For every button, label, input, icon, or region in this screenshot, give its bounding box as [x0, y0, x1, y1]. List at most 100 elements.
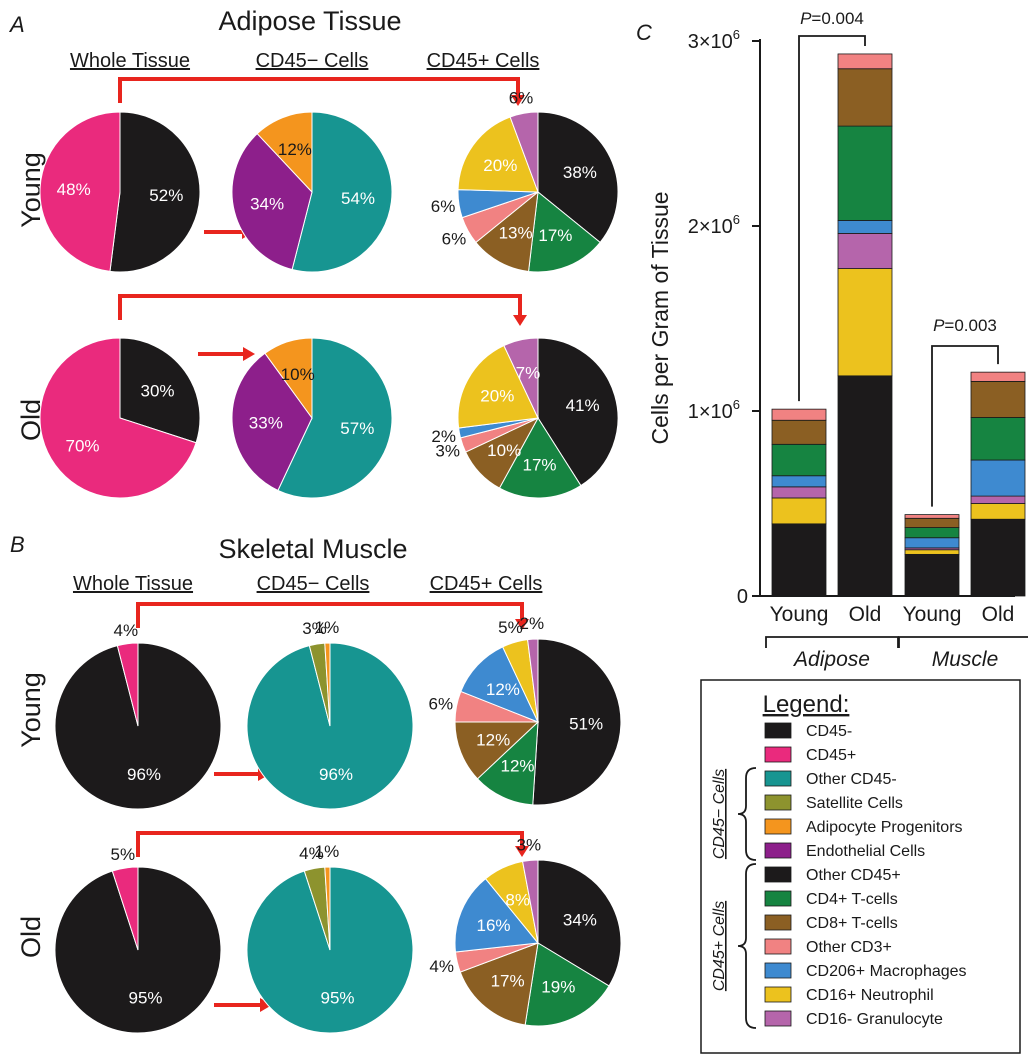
- bar-1-other-cd45: [837, 375, 893, 597]
- panel-b-title: Skeletal Muscle: [218, 534, 407, 564]
- y-axis-title: Cells per Gram of Tissue: [647, 191, 673, 444]
- pie-slice-cd16-granulocyte: [509, 111, 539, 193]
- pie-label-adipocyte-progenitors: 1%: [315, 842, 340, 861]
- pie-slice-cd8-t-cells: [459, 942, 539, 1026]
- pie-label-cd206-macrophages: 12%: [486, 680, 520, 699]
- pie-label-cd4-t-cells: 17%: [538, 226, 572, 245]
- bar-0-cd16-neutrophil: [771, 497, 827, 525]
- pie-slice-cd45: [119, 337, 201, 444]
- bar-category-label-1: Old: [849, 603, 882, 626]
- pie-label-other-cd45: 41%: [566, 396, 600, 415]
- legend-title: Legend:: [763, 691, 850, 718]
- pie-label-other-cd45: 57%: [340, 419, 374, 438]
- legend-swatch-cd45: [764, 722, 792, 739]
- pie-b-old-cd45-cells: 95% 4%1%: [246, 842, 414, 1034]
- pie-label-cd16-granulocyte: 6%: [509, 89, 534, 108]
- pie-label-satellite-cells: 4%: [299, 844, 324, 863]
- arrow-b-young-to-cd45pos: [136, 602, 524, 628]
- panel-a-col-cd45pos: CD45+ Cells: [427, 50, 540, 72]
- pie-label-endothelial-cells: 33%: [249, 413, 283, 432]
- pie-label-adipocyte-progenitors: 12%: [278, 140, 312, 159]
- legend-swatch-cd8-t-cells: [764, 914, 792, 931]
- legend-group-label-0: CD45− Cells: [711, 769, 728, 859]
- bar-0-cd206-macrophages: [771, 475, 827, 488]
- arrow-b-old-to-cd45pos-head: [515, 846, 529, 857]
- bar-3-cd4-t-cells: [970, 417, 1026, 461]
- pie-a-old-cd45-cells: 57% 33% 10%: [231, 337, 393, 499]
- bar-3-cd16-neutrophil: [970, 503, 1026, 520]
- arrow-a-old-to-cd45pos-head: [513, 315, 527, 326]
- pie-label-other-cd45: 51%: [569, 715, 603, 734]
- panel-b-row-old: Old: [16, 916, 46, 958]
- comparison-bracket-1: [931, 345, 999, 507]
- pie-slice-other-cd45: [537, 111, 619, 244]
- pie-label-cd8-t-cells: 10%: [487, 441, 521, 460]
- panel-a-title: Adipose Tissue: [218, 6, 401, 36]
- legend-swatch-adipocyte-progenitors: [764, 818, 792, 835]
- legend-label-other-cd45: Other CD45+: [806, 867, 901, 884]
- panel-b-row-young: Young: [16, 672, 46, 748]
- arrow-b-young-to-cd45pos-head: [515, 619, 529, 630]
- pie-slice-cd16-neutrophil: [457, 344, 539, 429]
- pie-a-young-whole-tissue: 52% 48%: [39, 111, 201, 273]
- legend-swatch-cd16-granulocyte: [764, 1010, 792, 1027]
- pie-label-other-cd45: 54%: [341, 189, 375, 208]
- pie-b-old-whole-tissue: 95% 5%: [54, 845, 222, 1034]
- legend-label-cd16-neutrophil: CD16+ Neutrophil: [806, 987, 934, 1004]
- bar-0-cd16-granulocyte: [771, 486, 827, 499]
- bar-category-label-2: Young: [903, 603, 962, 626]
- panel-b-letter: B: [10, 532, 25, 557]
- arrow-a-old-to-cd45pos: [118, 294, 522, 320]
- pie-label-cd45: 70%: [65, 436, 99, 455]
- pie-b-young-cd45-cells: 96% 3%1%: [246, 618, 414, 810]
- bar-0-other-cd3: [771, 408, 827, 421]
- pie-label-adipocyte-progenitors: 10%: [281, 365, 315, 384]
- pie-slice-cd45: [39, 337, 197, 499]
- pie-label-other-cd3: 3%: [435, 442, 460, 461]
- pie-label-cd45: 48%: [57, 180, 91, 199]
- connector-arrows: [118, 77, 529, 1012]
- bar-2-other-cd45: [904, 553, 960, 597]
- legend-swatch-other-cd3: [764, 938, 792, 955]
- legend-label-cd16-granulocyte: CD16- Granulocyte: [806, 1011, 943, 1028]
- legend-swatch-other-cd45: [764, 866, 792, 883]
- pie-label-cd45: 52%: [149, 186, 183, 205]
- comparison-pvalue-0: P=0.004: [800, 9, 864, 28]
- pie-label-cd45: 30%: [140, 382, 174, 401]
- pie-slice-other-cd45: [291, 111, 393, 273]
- pie-slice-adipocyte-progenitors: [324, 866, 331, 951]
- bar-2-cd16-neutrophil: [904, 549, 960, 555]
- pie-label-cd16-neutrophil: 5%: [498, 618, 523, 637]
- group-label-muscle: Muscle: [932, 648, 999, 671]
- legend: Legend: CD45- CD45+ Other CD45- Satellite Ce…: [700, 679, 1021, 1054]
- pie-slice-other-cd45: [537, 859, 622, 987]
- arrow-b-old-to-cd45pos: [136, 831, 524, 857]
- pie-label-cd45: 95%: [128, 989, 162, 1008]
- panel-c-letter: C: [636, 20, 652, 45]
- pie-label-endothelial-cells: 34%: [250, 195, 284, 214]
- legend-box: [700, 679, 1021, 1054]
- pie-label-other-cd3: 4%: [429, 957, 454, 976]
- bar-3-other-cd3: [970, 371, 1026, 382]
- bar-0-other-cd45: [771, 523, 827, 597]
- y-tick-label-2: 2×106: [688, 212, 740, 238]
- legend-brace-0: [737, 767, 757, 861]
- comparison-bracket-0: [798, 35, 866, 402]
- pie-slice-adipocyte-progenitors: [256, 111, 313, 194]
- pie-slice-cd4-t-cells: [524, 942, 610, 1027]
- legend-label-cd206-macrophages: CD206+ Macrophages: [806, 963, 967, 980]
- arrow-a-young-to-cd45pos: [118, 77, 520, 103]
- panel-b-col-cd45neg: CD45− Cells: [257, 573, 370, 595]
- legend-label-cd4-t-cells: CD4+ T-cells: [806, 891, 898, 908]
- pie-label-other-cd45: 34%: [563, 910, 597, 929]
- pie-label-cd206-macrophages: 6%: [431, 197, 456, 216]
- bar-3-other-cd45: [970, 518, 1026, 597]
- bar-1-cd4-t-cells: [837, 125, 893, 221]
- pie-label-cd16-granulocyte: 2%: [520, 614, 545, 633]
- pie-slice-cd45: [109, 111, 201, 273]
- bar-2-cd206-macrophages: [904, 537, 960, 549]
- legend-swatch-cd4-t-cells: [764, 890, 792, 907]
- legend-swatch-cd206-macrophages: [764, 962, 792, 979]
- pie-slice-other-cd45: [277, 337, 393, 499]
- group-bracket-muscle: [898, 636, 1028, 648]
